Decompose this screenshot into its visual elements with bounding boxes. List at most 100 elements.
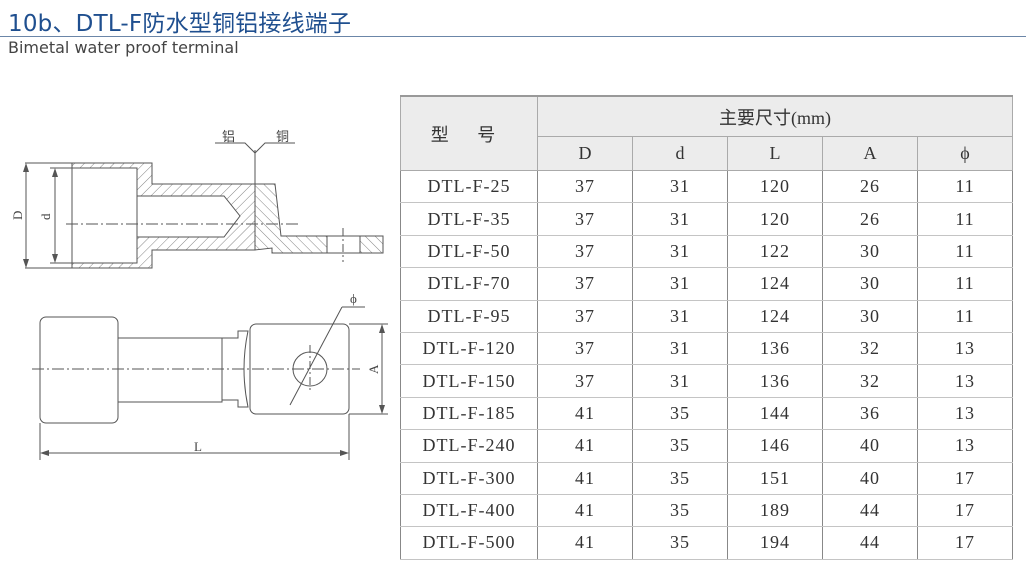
value-cell: 120 — [727, 202, 823, 236]
model-cell: DTL-F-50 — [400, 234, 538, 269]
copper-label: 铜 — [276, 129, 289, 144]
palm-outline — [249, 323, 350, 415]
column-header-2: L — [727, 136, 823, 171]
value-cell: 36 — [822, 396, 918, 431]
value-cell: 37 — [537, 234, 633, 269]
terminal-technical-drawing: 铝 铜 D d ϕ A L — [10, 129, 388, 460]
dim-phi-label: ϕ — [350, 291, 357, 306]
value-cell: 17 — [917, 493, 1013, 528]
table-row: DTL-F-50 37 31 122 30 11 — [400, 234, 1013, 269]
page-subtitle: Bimetal water proof terminal — [8, 38, 239, 57]
value-cell: 41 — [537, 429, 633, 463]
value-cell: 30 — [822, 299, 918, 333]
value-cell: 11 — [917, 267, 1013, 301]
aluminum-label: 铝 — [222, 129, 235, 144]
value-cell: 35 — [632, 526, 728, 560]
table-row: DTL-F-120 37 31 136 32 13 — [400, 331, 1013, 366]
value-cell: 31 — [632, 169, 728, 204]
value-cell: 41 — [537, 461, 633, 495]
value-cell: 41 — [537, 493, 633, 528]
model-cell: DTL-F-150 — [400, 364, 538, 398]
model-cell: DTL-F-120 — [400, 331, 538, 366]
dim-d-label: d — [38, 213, 53, 220]
value-cell: 151 — [727, 461, 823, 495]
value-cell: 30 — [822, 267, 918, 301]
value-cell: 31 — [632, 331, 728, 366]
model-cell: DTL-F-300 — [400, 461, 538, 495]
value-cell: 37 — [537, 169, 633, 204]
value-cell: 146 — [727, 429, 823, 463]
value-cell: 136 — [727, 331, 823, 366]
value-cell: 35 — [632, 493, 728, 528]
table-row: DTL-F-70 37 31 124 30 11 — [400, 267, 1013, 301]
value-cell: 44 — [822, 493, 918, 528]
value-cell: 31 — [632, 267, 728, 301]
model-cell: DTL-F-25 — [400, 169, 538, 204]
value-cell: 41 — [537, 396, 633, 431]
model-cell: DTL-F-240 — [400, 429, 538, 463]
value-cell: 31 — [632, 234, 728, 269]
value-cell: 35 — [632, 461, 728, 495]
value-cell: 37 — [537, 202, 633, 236]
value-cell: 11 — [917, 299, 1013, 333]
barrel-outline — [39, 316, 119, 424]
value-cell: 17 — [917, 526, 1013, 560]
value-cell: 32 — [822, 364, 918, 398]
dim-D-label: D — [10, 211, 25, 220]
value-cell: 40 — [822, 429, 918, 463]
dim-L-label: L — [194, 439, 202, 454]
value-cell: 35 — [632, 396, 728, 431]
value-cell: 11 — [917, 234, 1013, 269]
value-cell: 124 — [727, 267, 823, 301]
value-cell: 40 — [822, 461, 918, 495]
dim-A-label: A — [366, 364, 381, 374]
value-cell: 144 — [727, 396, 823, 431]
model-cell: DTL-F-500 — [400, 526, 538, 560]
column-header-3: A — [822, 136, 918, 171]
value-cell: 11 — [917, 169, 1013, 204]
table-row: DTL-F-185 41 35 144 36 13 — [400, 396, 1013, 431]
column-header-0: D — [537, 136, 633, 171]
column-header-4: ϕ — [917, 136, 1013, 171]
value-cell: 32 — [822, 331, 918, 366]
model-cell: DTL-F-35 — [400, 202, 538, 236]
table-row: DTL-F-150 37 31 136 32 13 — [400, 364, 1013, 398]
value-cell: 44 — [822, 526, 918, 560]
value-cell: 136 — [727, 364, 823, 398]
model-cell: DTL-F-70 — [400, 267, 538, 301]
dimensions-group-header: 主要尺寸(mm) — [537, 95, 1013, 137]
value-cell: 189 — [727, 493, 823, 528]
table-row: DTL-F-400 41 35 189 44 17 — [400, 493, 1013, 528]
table-row: DTL-F-300 41 35 151 40 17 — [400, 461, 1013, 495]
value-cell: 37 — [537, 364, 633, 398]
value-cell: 26 — [822, 202, 918, 236]
value-cell: 13 — [917, 429, 1013, 463]
value-cell: 11 — [917, 202, 1013, 236]
page-title: 10b、DTL-F防水型铜铝接线端子 — [8, 11, 352, 37]
value-cell: 13 — [917, 331, 1013, 366]
model-cell: DTL-F-95 — [400, 299, 538, 333]
title-divider — [0, 36, 1026, 37]
table-row: DTL-F-95 37 31 124 30 11 — [400, 299, 1013, 333]
value-cell: 41 — [537, 526, 633, 560]
value-cell: 37 — [537, 331, 633, 366]
value-cell: 31 — [632, 299, 728, 333]
value-cell: 120 — [727, 169, 823, 204]
value-cell: 17 — [917, 461, 1013, 495]
value-cell: 31 — [632, 364, 728, 398]
value-cell: 194 — [727, 526, 823, 560]
table-row: DTL-F-25 37 31 120 26 11 — [400, 169, 1013, 204]
column-header-1: d — [632, 136, 728, 171]
value-cell: 124 — [727, 299, 823, 333]
value-cell: 26 — [822, 169, 918, 204]
value-cell: 37 — [537, 267, 633, 301]
value-cell: 35 — [632, 429, 728, 463]
table-row: DTL-F-240 41 35 146 40 13 — [400, 429, 1013, 463]
value-cell: 31 — [632, 202, 728, 236]
model-cell: DTL-F-185 — [400, 396, 538, 431]
value-cell: 30 — [822, 234, 918, 269]
value-cell: 37 — [537, 299, 633, 333]
value-cell: 122 — [727, 234, 823, 269]
model-cell: DTL-F-400 — [400, 493, 538, 528]
